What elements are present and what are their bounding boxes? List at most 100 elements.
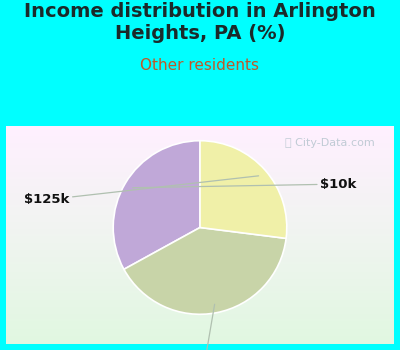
Bar (6, 231, 394, 232)
Bar (6, 130, 394, 131)
Bar (6, 244, 394, 245)
Bar (6, 171, 394, 172)
Bar (6, 197, 394, 198)
Bar (6, 342, 394, 343)
Bar (6, 205, 394, 206)
Bar (6, 136, 394, 137)
Bar (6, 132, 394, 133)
Bar (6, 182, 394, 183)
Bar (6, 193, 394, 194)
Bar (6, 238, 394, 239)
Bar (6, 200, 394, 201)
Bar (6, 241, 394, 242)
Bar (6, 278, 394, 279)
Bar (6, 213, 394, 214)
Bar (6, 144, 394, 145)
Bar (6, 183, 394, 184)
Bar (6, 135, 394, 136)
Bar (6, 325, 394, 326)
Bar (6, 206, 394, 207)
Bar (6, 222, 394, 223)
Bar (6, 142, 394, 143)
Bar (6, 312, 394, 313)
Bar (6, 173, 394, 174)
Bar (6, 219, 394, 220)
Bar (6, 315, 394, 316)
Bar (6, 258, 394, 259)
Bar (6, 172, 394, 173)
Bar (6, 275, 394, 276)
Bar (6, 285, 394, 286)
Bar (6, 280, 394, 281)
Bar (6, 313, 394, 314)
Bar (6, 184, 394, 185)
Bar (6, 343, 394, 344)
Bar (6, 300, 394, 301)
Bar (6, 336, 394, 337)
Bar (6, 333, 394, 334)
Bar (6, 234, 394, 235)
Bar (6, 254, 394, 255)
Bar (6, 163, 394, 164)
Bar (6, 247, 394, 248)
Bar (6, 170, 394, 171)
Bar (6, 228, 394, 229)
Bar (6, 297, 394, 298)
Bar (6, 216, 394, 217)
Bar (6, 155, 394, 156)
Bar (6, 227, 394, 228)
Bar (6, 284, 394, 285)
Bar (6, 160, 394, 161)
Bar (6, 327, 394, 328)
Bar (6, 259, 394, 260)
Bar (6, 195, 394, 196)
Bar (6, 188, 394, 189)
Bar (6, 203, 394, 204)
Bar (6, 223, 394, 224)
Bar (6, 187, 394, 188)
Bar (6, 261, 394, 262)
Bar (6, 283, 394, 284)
Bar (6, 274, 394, 275)
Wedge shape (113, 141, 200, 269)
Wedge shape (124, 228, 286, 314)
Bar (6, 177, 394, 178)
Bar (6, 287, 394, 288)
Bar (6, 194, 394, 195)
Bar (6, 256, 394, 257)
Bar (6, 248, 394, 249)
Bar (6, 321, 394, 322)
Bar (6, 339, 394, 340)
Bar (6, 161, 394, 162)
Bar (6, 127, 394, 128)
Bar (6, 148, 394, 149)
Bar (6, 337, 394, 338)
Bar (6, 246, 394, 247)
Bar (6, 262, 394, 263)
Bar (6, 273, 394, 274)
Bar (6, 314, 394, 315)
Bar (6, 166, 394, 167)
Bar (6, 180, 394, 181)
Bar (6, 162, 394, 163)
Bar (6, 134, 394, 135)
Bar (6, 304, 394, 305)
Bar (6, 233, 394, 234)
Text: $75k: $75k (186, 304, 222, 350)
Bar (6, 289, 394, 290)
Bar (6, 128, 394, 129)
Bar (6, 133, 394, 134)
Bar (6, 265, 394, 266)
Bar (6, 331, 394, 332)
Bar (6, 185, 394, 186)
Bar (6, 137, 394, 138)
Bar (6, 178, 394, 179)
Bar (6, 164, 394, 165)
Bar (6, 251, 394, 252)
Bar (6, 131, 394, 132)
Bar (6, 323, 394, 324)
Wedge shape (200, 141, 287, 238)
Bar (6, 335, 394, 336)
Bar (6, 214, 394, 215)
Bar (6, 264, 394, 265)
